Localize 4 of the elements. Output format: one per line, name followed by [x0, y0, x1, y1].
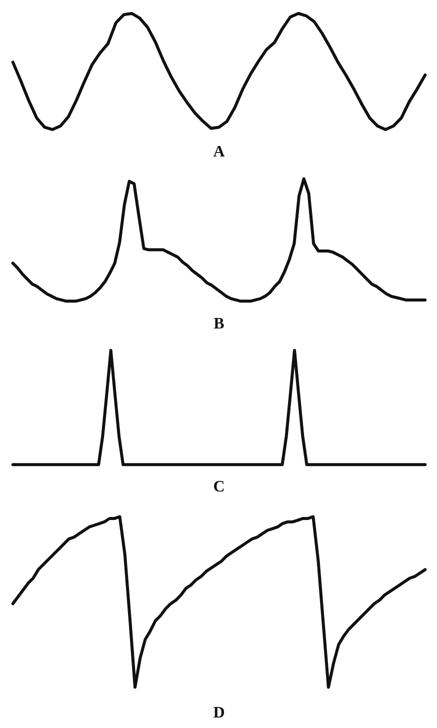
text: D [213, 704, 225, 722]
text: C [213, 478, 225, 496]
text: A [213, 144, 226, 160]
text: B [214, 316, 225, 332]
